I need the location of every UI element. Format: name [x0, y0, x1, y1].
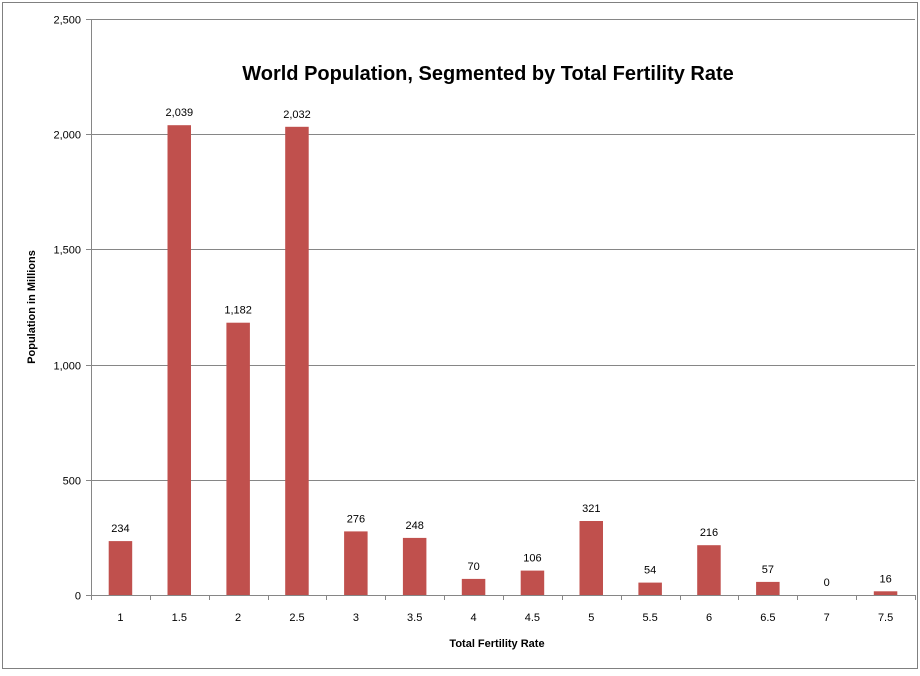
- data-label: 216: [700, 527, 718, 539]
- bar: [638, 582, 662, 595]
- chart-title: World Population, Segmented by Total Fer…: [242, 63, 734, 85]
- bar: [873, 591, 898, 595]
- x-tick-label: 7.5: [878, 612, 893, 624]
- bars: [108, 125, 898, 596]
- bar: [226, 322, 250, 595]
- data-label: 2,039: [166, 107, 194, 119]
- bar: [167, 125, 191, 595]
- x-tick-label: 2: [235, 612, 241, 624]
- data-label: 234: [111, 523, 129, 535]
- bar: [402, 537, 427, 595]
- data-label: 2,032: [283, 109, 311, 121]
- x-tick-label: 5: [588, 612, 594, 624]
- y-tick-label: 500: [63, 476, 81, 488]
- data-label: 54: [644, 565, 656, 577]
- y-tick-label: 1,500: [53, 245, 81, 257]
- bar: [461, 578, 486, 595]
- data-label: 16: [879, 573, 891, 585]
- bar: [108, 541, 133, 595]
- y-axis-title: Population in Millions: [26, 250, 38, 364]
- data-label: 321: [582, 503, 600, 515]
- y-tick-label: 2,000: [53, 130, 81, 142]
- x-tick-label: 6: [706, 612, 712, 624]
- x-tick-label: 5.5: [642, 612, 657, 624]
- data-label: 57: [762, 564, 774, 576]
- bar: [579, 521, 603, 595]
- x-tick-label: 4.5: [525, 612, 540, 624]
- x-tick-label: 3.5: [407, 612, 422, 624]
- x-tick-label: 4: [471, 612, 477, 624]
- x-tick-label: 2.5: [289, 612, 304, 624]
- data-label: 248: [406, 520, 424, 532]
- data-label: 0: [824, 577, 830, 589]
- x-tick-label: 1.5: [172, 612, 187, 624]
- y-tick-label: 2,500: [53, 15, 81, 27]
- x-axis-title: Total Fertility Rate: [449, 638, 544, 650]
- x-tick-label: 6.5: [760, 612, 775, 624]
- y-tick-label: 1,000: [53, 361, 81, 373]
- x-tick-label: 7: [824, 612, 830, 624]
- data-label: 70: [467, 561, 479, 573]
- data-label: 276: [347, 513, 365, 525]
- axes: [86, 19, 916, 600]
- labels: 05001,0001,5002,0002,50023412,0391.51,18…: [53, 15, 893, 625]
- bar: [697, 545, 721, 595]
- bar: [344, 531, 368, 595]
- data-label: 1,182: [224, 305, 252, 317]
- bar: [285, 126, 309, 596]
- bar: [520, 570, 545, 595]
- bar: [756, 581, 780, 595]
- y-tick-label: 0: [75, 591, 81, 603]
- x-tick-label: 1: [117, 612, 123, 624]
- data-label: 106: [523, 553, 541, 565]
- x-tick-label: 3: [353, 612, 359, 624]
